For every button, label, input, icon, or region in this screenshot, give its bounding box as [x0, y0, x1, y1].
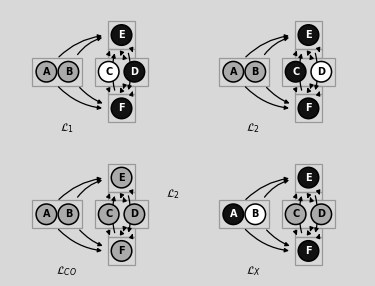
Text: B: B — [252, 67, 259, 77]
Circle shape — [36, 61, 57, 82]
Text: E: E — [305, 30, 312, 40]
Text: A: A — [43, 67, 50, 77]
Circle shape — [124, 204, 145, 225]
Circle shape — [36, 204, 57, 225]
Text: $\mathcal{L}_2$: $\mathcal{L}_2$ — [246, 122, 261, 136]
Circle shape — [99, 204, 119, 225]
Circle shape — [58, 204, 79, 225]
Text: B: B — [252, 209, 259, 219]
Text: F: F — [118, 103, 125, 113]
Text: $\mathcal{L}_2$: $\mathcal{L}_2$ — [166, 188, 180, 201]
Circle shape — [311, 204, 332, 225]
Text: $\mathcal{L}_X$: $\mathcal{L}_X$ — [246, 264, 261, 278]
Circle shape — [285, 61, 306, 82]
Text: $\mathcal{L}_{CO}$: $\mathcal{L}_{CO}$ — [56, 264, 77, 278]
Circle shape — [111, 167, 132, 188]
Circle shape — [285, 204, 306, 225]
Circle shape — [298, 98, 319, 119]
Text: E: E — [305, 173, 312, 183]
Text: D: D — [130, 209, 138, 219]
Circle shape — [111, 25, 132, 45]
Circle shape — [311, 61, 332, 82]
Text: C: C — [105, 67, 112, 77]
Text: E: E — [118, 30, 125, 40]
Circle shape — [111, 241, 132, 261]
Circle shape — [99, 61, 119, 82]
Text: E: E — [118, 173, 125, 183]
Text: F: F — [118, 246, 125, 256]
Circle shape — [298, 25, 319, 45]
Text: F: F — [305, 246, 312, 256]
Text: B: B — [64, 67, 72, 77]
Text: F: F — [305, 103, 312, 113]
Text: $\mathcal{L}_1$: $\mathcal{L}_1$ — [60, 122, 74, 136]
Circle shape — [223, 204, 243, 225]
Text: D: D — [317, 209, 325, 219]
Circle shape — [298, 167, 319, 188]
Circle shape — [124, 61, 145, 82]
Circle shape — [298, 241, 319, 261]
Circle shape — [58, 61, 79, 82]
Circle shape — [245, 204, 266, 225]
Text: A: A — [230, 67, 237, 77]
Text: A: A — [43, 209, 50, 219]
Text: C: C — [105, 209, 112, 219]
Text: B: B — [64, 209, 72, 219]
Circle shape — [223, 61, 243, 82]
Text: C: C — [292, 209, 299, 219]
Text: C: C — [292, 67, 299, 77]
Text: D: D — [317, 67, 325, 77]
Text: A: A — [230, 209, 237, 219]
Circle shape — [245, 61, 266, 82]
Text: D: D — [130, 67, 138, 77]
Circle shape — [111, 98, 132, 119]
